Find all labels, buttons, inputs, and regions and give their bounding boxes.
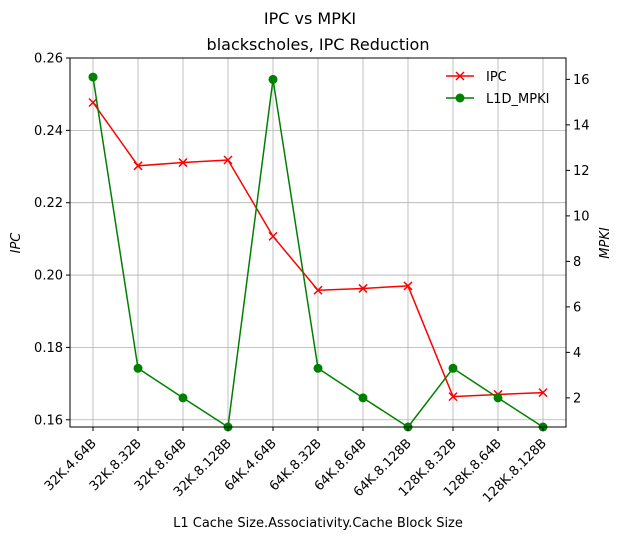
y-tick-label-left: 0.26 [34,52,63,67]
data-point-l1d-mpki [178,393,188,403]
data-point-ipc [88,97,98,108]
y-tick-label-right: 12 [573,164,590,179]
data-point-l1d-mpki [358,393,368,403]
data-point-ipc [358,283,368,293]
axes: 32K.4.64B32K.8.32B32K.8.64B32K.8.128B64K… [34,52,590,506]
y-tick-label-right: 8 [573,255,581,270]
y-tick-label-right: 10 [573,209,590,224]
data-point-ipc [133,161,143,171]
data-point-ipc [178,158,188,168]
data-point-l1d-mpki [88,72,98,82]
y-tick-label-right: 6 [573,300,581,315]
y-tick-label-left: 0.20 [34,269,63,284]
data-point-ipc [313,285,323,295]
legend-marker-mpki [455,93,465,103]
data-point-l1d-mpki [493,393,503,403]
y-tick-label-left: 0.22 [34,196,63,211]
data-point-l1d-mpki [313,363,323,373]
y-axis-label-left: IPC [9,232,24,254]
data-point-ipc [223,155,233,165]
series-layer [88,72,548,432]
x-axis-label: L1 Cache Size.Associativity.Cache Block … [173,516,463,531]
legend-label-mpki: L1D_MPKI [486,92,549,107]
legend: IPC L1D_MPKI [446,70,549,107]
y-tick-label-right: 2 [573,391,581,406]
legend-marker-ipc [455,71,465,81]
legend-label-ipc: IPC [486,70,507,85]
y-tick-label-left: 0.16 [34,413,63,428]
chart-title: blackscholes, IPC Reduction [207,35,430,54]
y-tick-label-right: 16 [573,73,590,88]
y-tick-label-right: 14 [573,118,590,133]
data-point-l1d-mpki [268,74,278,84]
data-point-ipc [538,388,548,398]
y-tick-label-left: 0.18 [34,341,63,356]
data-point-ipc [268,231,278,241]
y-axis-label-right: MPKI [598,227,613,259]
data-point-l1d-mpki [448,363,458,373]
data-point-ipc [403,281,413,291]
data-point-l1d-mpki [133,363,143,373]
y-tick-label-left: 0.24 [34,124,63,139]
chart-suptitle: IPC vs MPKI [264,9,356,28]
y-tick-label-right: 4 [573,346,581,361]
data-point-ipc [448,392,458,402]
